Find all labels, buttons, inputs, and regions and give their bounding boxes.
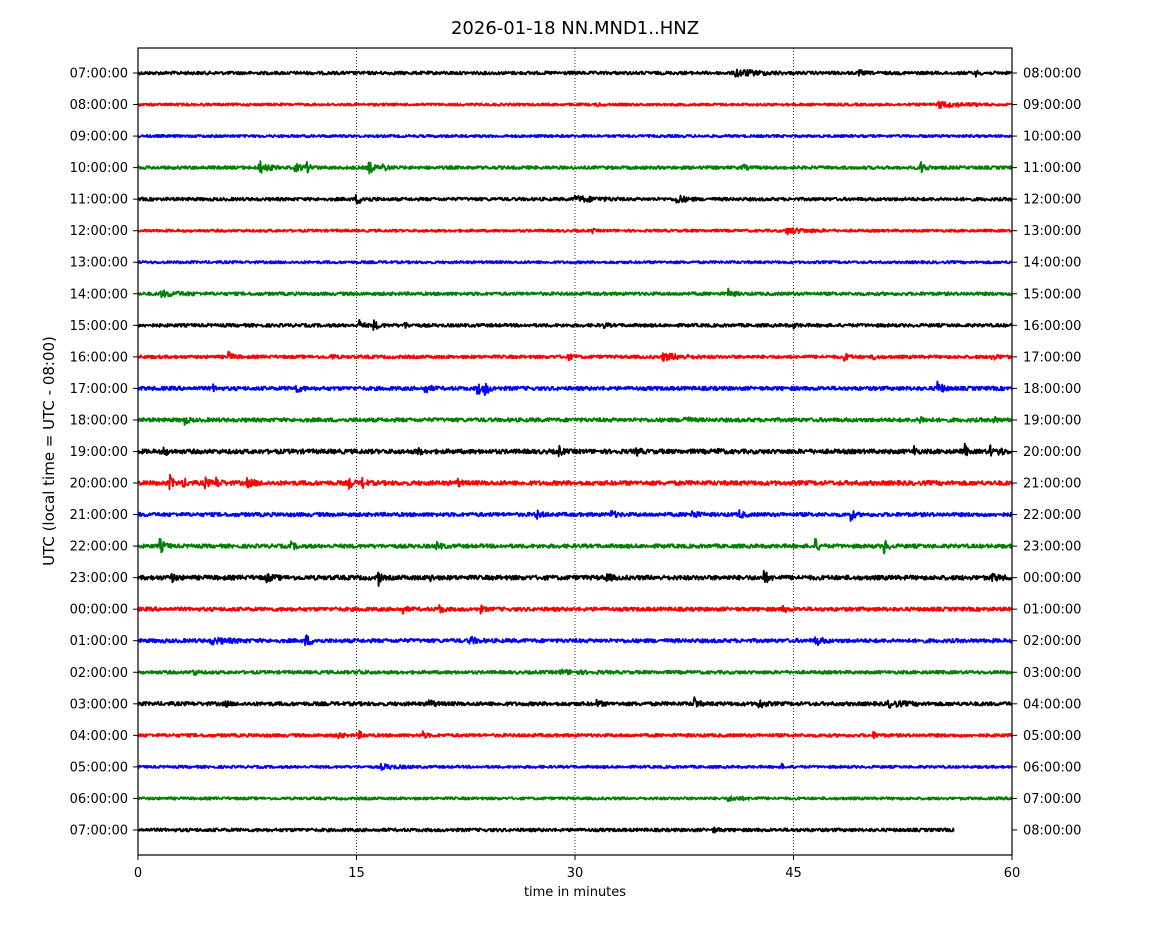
plot-frame [137, 47, 1013, 856]
seismic-trace [137, 473, 1013, 491]
right-time-label: 17:00:00 [1023, 350, 1081, 365]
seismic-trace [137, 415, 1013, 426]
right-time-label: 04:00:00 [1023, 697, 1081, 712]
right-time-label: 00:00:00 [1023, 571, 1081, 586]
left-time-label: 14:00:00 [70, 287, 128, 302]
left-time-label: 11:00:00 [70, 193, 128, 208]
right-time-label: 07:00:00 [1023, 792, 1081, 807]
left-time-label: 23:00:00 [70, 571, 128, 586]
traces [137, 68, 1013, 834]
seismic-trace [137, 380, 1013, 396]
x-tick-label: 15 [348, 866, 365, 881]
seismic-trace [137, 227, 1013, 236]
left-time-label: 12:00:00 [70, 224, 128, 239]
seismic-trace [137, 193, 1013, 205]
seismic-trace [137, 319, 1013, 331]
left-time-label: 19:00:00 [70, 445, 128, 460]
seismic-trace [137, 634, 1013, 647]
right-time-label: 08:00:00 [1023, 67, 1081, 82]
right-time-label: 15:00:00 [1023, 287, 1081, 302]
right-time-label: 13:00:00 [1023, 224, 1081, 239]
right-time-label: 10:00:00 [1023, 130, 1081, 145]
seismic-trace [137, 68, 1013, 78]
left-time-label: 03:00:00 [70, 697, 128, 712]
left-time-label: 05:00:00 [70, 760, 128, 775]
seismic-trace [137, 569, 1013, 587]
right-time-label: 01:00:00 [1023, 603, 1081, 618]
right-time-label: 08:00:00 [1023, 823, 1081, 838]
left-time-label: 01:00:00 [70, 634, 128, 649]
left-time-label: 08:00:00 [70, 98, 128, 113]
right-time-label: 18:00:00 [1023, 382, 1081, 397]
right-time-label: 22:00:00 [1023, 508, 1081, 523]
right-time-label: 20:00:00 [1023, 445, 1081, 460]
right-time-label: 14:00:00 [1023, 256, 1081, 271]
right-time-label: 21:00:00 [1023, 477, 1081, 492]
x-tick-label: 30 [567, 866, 584, 881]
axis-ticks: 0 15 30 45 60 07:00:00 08:00:00 08:00:00 09:00:0… [70, 67, 1082, 882]
seismic-trace [137, 100, 1013, 109]
chart-title: 2026-01-18 NN.MND1..HNZ [451, 18, 699, 39]
x-tick-label: 0 [134, 866, 142, 881]
seismic-trace [137, 160, 1013, 175]
seismic-trace [137, 668, 1013, 676]
left-time-label: 16:00:00 [70, 350, 128, 365]
right-time-label: 09:00:00 [1023, 98, 1081, 113]
left-time-label: 06:00:00 [70, 792, 128, 807]
right-time-label: 02:00:00 [1023, 634, 1081, 649]
left-time-label: 07:00:00 [70, 67, 128, 82]
y-axis-label: UTC (local time = UTC - 08:00) [40, 336, 58, 566]
right-time-label: 16:00:00 [1023, 319, 1081, 334]
left-time-label: 00:00:00 [70, 603, 128, 618]
gridlines [356, 48, 794, 855]
seismic-trace [137, 537, 1013, 555]
right-time-label: 05:00:00 [1023, 729, 1081, 744]
left-time-label: 07:00:00 [70, 823, 128, 838]
left-time-label: 15:00:00 [70, 319, 128, 334]
right-time-label: 06:00:00 [1023, 760, 1081, 775]
right-time-label: 03:00:00 [1023, 666, 1081, 681]
seismic-trace [137, 729, 1013, 740]
left-time-label: 17:00:00 [70, 382, 128, 397]
seismic-trace [137, 350, 1013, 362]
seismic-trace [137, 604, 1013, 615]
seismic-trace [137, 133, 1013, 139]
right-time-label: 11:00:00 [1023, 161, 1081, 176]
seismic-trace [137, 442, 1013, 458]
left-time-label: 10:00:00 [70, 161, 128, 176]
left-time-label: 22:00:00 [70, 540, 128, 555]
right-time-label: 12:00:00 [1023, 193, 1081, 208]
x-tick-label: 60 [1004, 866, 1021, 881]
seismic-trace [137, 509, 1013, 522]
x-tick-label: 45 [785, 866, 802, 881]
left-time-label: 09:00:00 [70, 130, 128, 145]
left-time-label: 04:00:00 [70, 729, 128, 744]
seismic-trace [137, 826, 955, 834]
seismic-trace [137, 260, 1013, 265]
seismic-trace [137, 287, 1013, 299]
seismic-trace [137, 762, 1013, 772]
left-time-label: 13:00:00 [70, 256, 128, 271]
left-time-label: 21:00:00 [70, 508, 128, 523]
left-time-label: 02:00:00 [70, 666, 128, 681]
right-time-label: 23:00:00 [1023, 540, 1081, 555]
x-axis-label: time in minutes [524, 885, 626, 900]
seismic-trace [137, 795, 1013, 802]
right-time-label: 19:00:00 [1023, 413, 1081, 428]
left-time-label: 18:00:00 [70, 413, 128, 428]
left-time-label: 20:00:00 [70, 477, 128, 492]
seismic-trace [137, 696, 1013, 709]
